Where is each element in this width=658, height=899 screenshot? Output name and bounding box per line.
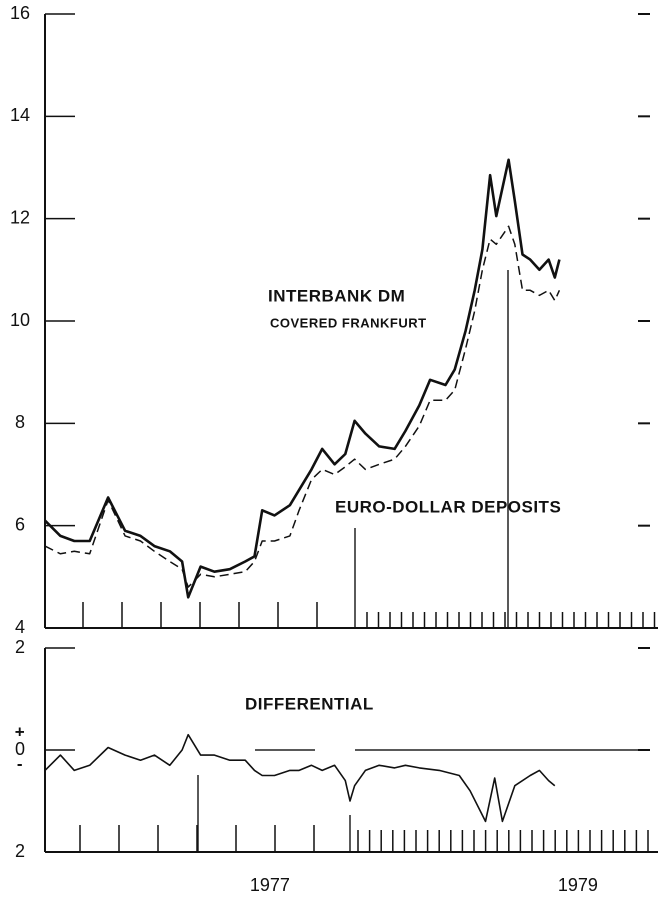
y-tick-label: 8 bbox=[15, 412, 25, 432]
y-tick-label: 12 bbox=[10, 207, 30, 227]
y-tick-label: 0 bbox=[15, 739, 25, 759]
y-tick-label: 2 bbox=[15, 841, 25, 861]
data-line bbox=[44, 225, 561, 588]
data-line bbox=[44, 733, 556, 823]
annotation: INTERBANK DM bbox=[268, 286, 405, 305]
annotation: + bbox=[15, 722, 25, 741]
y-tick-label: 4 bbox=[15, 617, 25, 637]
annotation: COVERED FRANKFURT bbox=[270, 315, 427, 330]
data-line bbox=[44, 158, 561, 599]
annotation: - bbox=[17, 754, 23, 773]
y-tick-label: 10 bbox=[10, 310, 30, 330]
y-tick-label: 6 bbox=[15, 514, 25, 534]
annotation: EURO-DOLLAR DEPOSITS bbox=[335, 497, 561, 516]
y-tick-label: 16 bbox=[10, 3, 30, 23]
annotation: DIFFERENTIAL bbox=[245, 694, 374, 713]
decoration bbox=[197, 270, 640, 852]
y-tick-label: 14 bbox=[10, 105, 30, 125]
y-tick-label: 2 bbox=[15, 637, 25, 657]
x-tick-label: 1979 bbox=[558, 875, 598, 895]
x-tick-label: 1977 bbox=[250, 875, 290, 895]
